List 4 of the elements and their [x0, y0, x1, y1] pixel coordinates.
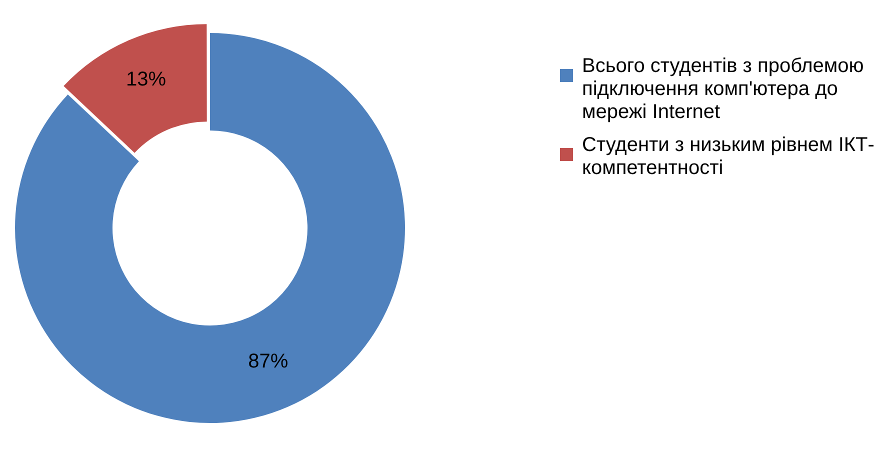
legend-label: Всього студентів з проблемою підключення комп'ютера до мережі Internet [582, 55, 865, 124]
data-label: 87% [248, 350, 288, 373]
legend-label: Студенти з низьким рівнем ІКТ-компетентності [582, 134, 876, 180]
data-label: 13% [126, 68, 166, 91]
